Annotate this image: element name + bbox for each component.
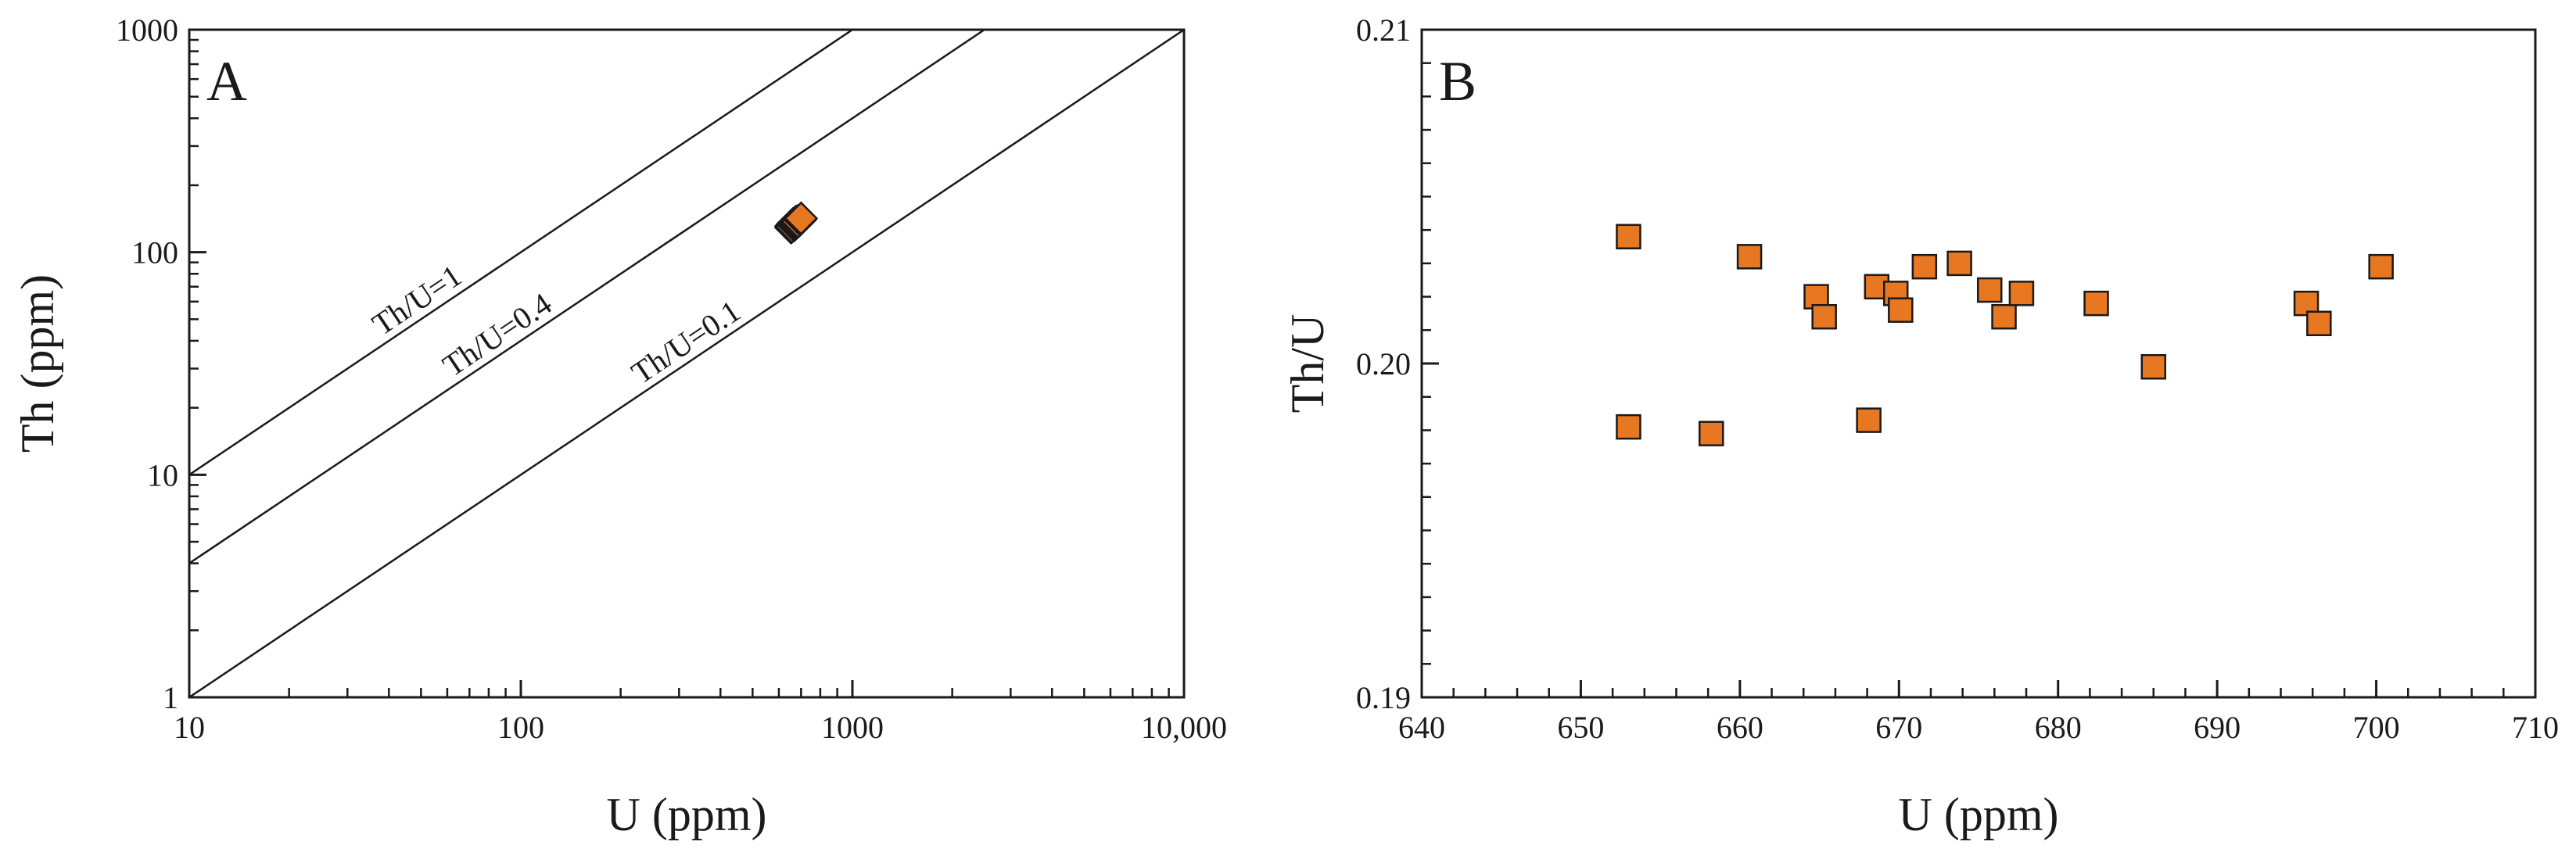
panel-b-points xyxy=(1616,224,2394,446)
panel-b-x-axis-label: U (ppm) xyxy=(1899,789,2059,840)
panel-a-y-tick-label: 1 xyxy=(163,680,178,715)
panel-b-x-tick-label: 650 xyxy=(1557,710,1604,745)
panel-b-y-ticks: 0.19 0.20 0.21 xyxy=(1356,13,1439,715)
panel-b-y-tick-label: 0.19 xyxy=(1356,680,1411,715)
panel-a-reference-lines xyxy=(189,30,1184,697)
panel-a-y-tick-label: 100 xyxy=(131,235,178,270)
panel-b-point xyxy=(2083,290,2109,317)
panel-a-y-tick-label: 1000 xyxy=(116,13,178,48)
panel-a-x-tick-label: 10,000 xyxy=(1141,710,1227,745)
panel-a-y-tick-label: 10 xyxy=(147,457,178,492)
panel-b-point xyxy=(1976,277,2003,303)
panel-a-frame xyxy=(188,28,1186,699)
panel-b-x-ticks: 640 650 660 670 680 690 700 710 xyxy=(1398,680,2559,745)
panel-b-point xyxy=(1911,253,1938,280)
panel-b-point xyxy=(1991,303,2017,330)
panel-b-point xyxy=(1616,224,1641,249)
panel-a-point xyxy=(784,201,819,236)
panel-a-letter: A xyxy=(206,50,247,113)
panel-b-x-tick-label: 680 xyxy=(2035,710,2082,745)
panel-a-x-tick-label: 10 xyxy=(174,710,205,745)
panel-a-line-labels: Th/U=1Th/U=0.4 Th/U=0.1 xyxy=(366,258,747,391)
panel-b-x-tick-label: 670 xyxy=(1875,710,1922,745)
panel-b-point xyxy=(1616,414,1641,440)
panel-b-y-axis-label: Th/U xyxy=(1282,314,1333,414)
panel-b-x-tick-label: 700 xyxy=(2353,710,2400,745)
panel-b-point xyxy=(1736,244,1763,270)
panel-b-letter: B xyxy=(1439,50,1476,113)
panel-a-x-tick-label: 100 xyxy=(497,710,544,745)
panel-b-point xyxy=(1888,297,1914,323)
panel-a-points xyxy=(773,201,819,245)
panel-b-point xyxy=(2306,310,2332,337)
panel-a-reference-line-label: Th/U=0.4 xyxy=(436,286,558,384)
panel-b-x-tick-label: 690 xyxy=(2194,710,2241,745)
panel-a-x-tick-label: 1000 xyxy=(821,710,884,745)
panel-b-point xyxy=(1946,250,1972,277)
panel-a-x-ticks: 10 100 1000 10,000 xyxy=(174,680,1227,745)
panel-a-reference-line-label: Th/U=1 xyxy=(366,258,468,342)
panel-a-y-axis-label: Th (ppm) xyxy=(12,274,63,453)
panel-a-x-axis-label: U (ppm) xyxy=(607,789,767,840)
panel-a-reference-line xyxy=(189,30,1184,697)
panel-b-point xyxy=(1856,407,1882,433)
panel-b-point xyxy=(1698,421,1724,446)
panel-b-x-tick-label: 710 xyxy=(2512,710,2559,745)
panel-b-point xyxy=(2140,354,2167,380)
panel-a-y-ticks: 1 10 100 1000 xyxy=(116,13,206,715)
panel-b-y-tick-label: 0.20 xyxy=(1356,346,1411,381)
panel-b-x-tick-label: 660 xyxy=(1717,710,1763,745)
panel-a-reference-line xyxy=(189,30,986,564)
panel-b-frame xyxy=(1420,28,2537,699)
panel-b-point xyxy=(2368,253,2394,280)
panel-b-x-tick-label: 640 xyxy=(1398,710,1445,745)
panel-b-point xyxy=(2008,281,2035,306)
panel-a-reference-line-label: Th/U=0.1 xyxy=(625,293,746,391)
panel-b-y-tick-label: 0.21 xyxy=(1356,13,1411,48)
panel-b-point xyxy=(1811,303,1837,330)
panel-b: 640 650 660 670 680 690 700 710 0.190.200.21 B … xyxy=(1282,13,2559,840)
panel-a-plot-area xyxy=(189,30,1184,697)
panel-a-reference-line xyxy=(189,30,855,476)
